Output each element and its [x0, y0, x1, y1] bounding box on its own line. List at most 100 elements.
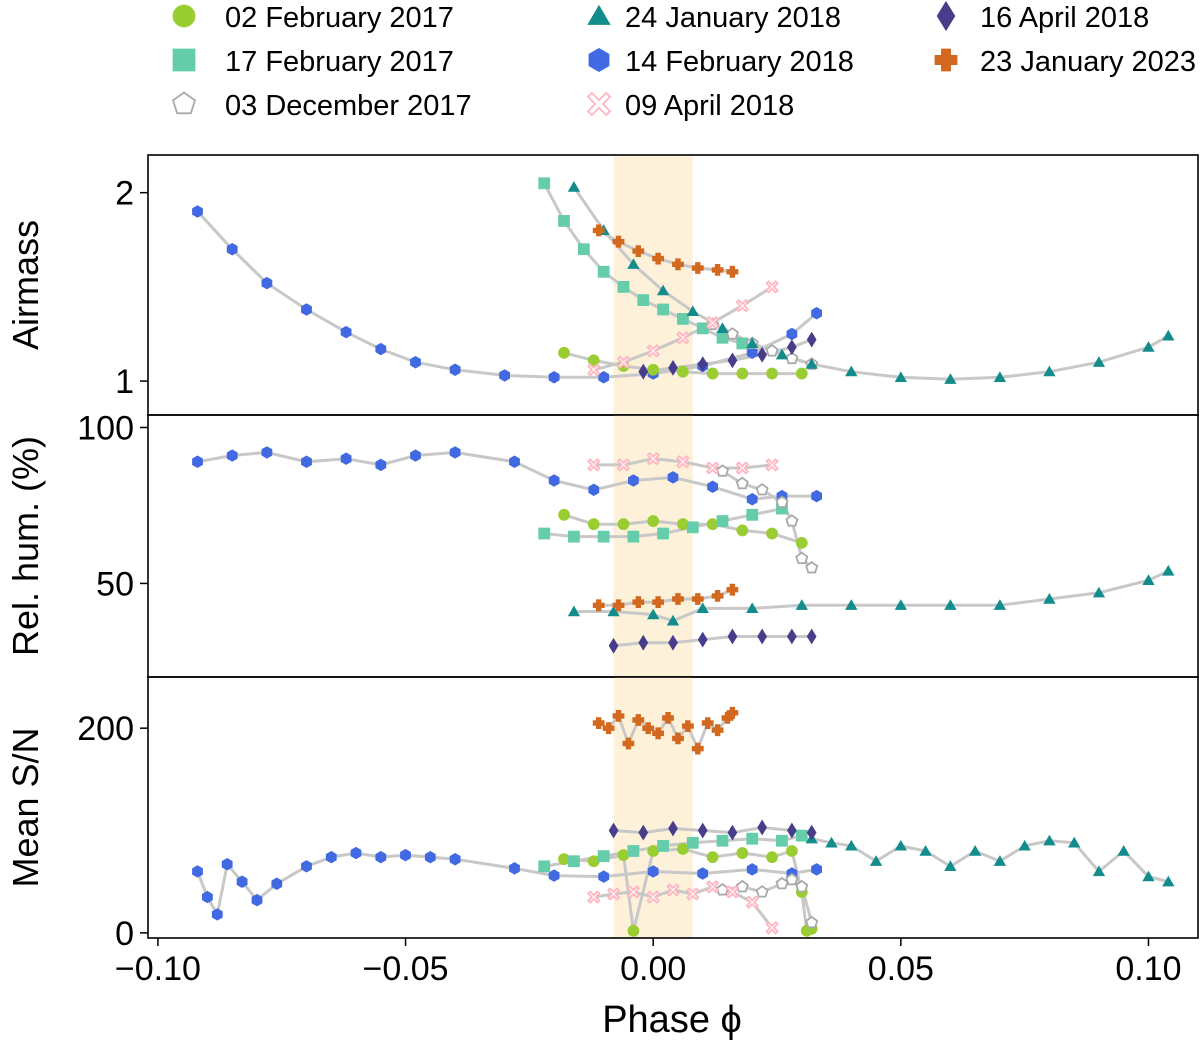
data-point	[786, 822, 797, 839]
series-line	[613, 635, 812, 648]
data-point	[1092, 586, 1106, 598]
legend-marker	[172, 4, 196, 28]
x-axis-label: Phase ϕ	[602, 999, 742, 1041]
data-point	[647, 608, 660, 620]
data-point	[697, 631, 708, 648]
data-point	[657, 303, 669, 316]
data-point	[668, 634, 678, 651]
data-point	[686, 887, 700, 901]
data-point	[1162, 875, 1175, 887]
legend-label: 16 April 2018	[980, 2, 1149, 34]
data-point	[597, 265, 610, 278]
data-point	[509, 455, 520, 469]
data-point	[622, 737, 635, 750]
data-point	[686, 305, 699, 317]
data-point	[727, 352, 738, 369]
data-point	[845, 839, 858, 851]
data-point	[616, 355, 631, 369]
y-axis-label: Rel. hum. (%)	[5, 436, 46, 656]
data-point	[646, 344, 660, 358]
x-axis: −0.10 −0.05 0.00 0.05 0.10	[115, 938, 1182, 988]
data-point	[726, 583, 739, 596]
data-point	[766, 367, 778, 380]
data-point	[735, 476, 749, 490]
panels: 1 2 Airmass 50 100 Rel. hum. (%) 0 200 Mean S/N	[5, 154, 1199, 953]
data-point	[746, 337, 759, 349]
data-point	[677, 518, 689, 531]
data-point	[736, 524, 749, 537]
data-point	[993, 371, 1007, 383]
data-point	[226, 449, 238, 462]
data-point	[746, 602, 759, 613]
data-point	[697, 356, 708, 373]
data-point	[652, 252, 664, 265]
data-point	[993, 855, 1007, 866]
data-point	[811, 489, 822, 503]
data-point	[746, 346, 758, 360]
data-point	[587, 855, 600, 868]
data-point	[375, 850, 387, 864]
series-line	[593, 885, 774, 929]
data-point	[652, 596, 664, 608]
data-point	[592, 224, 605, 237]
data-point	[672, 732, 684, 745]
panel: 50 100 Rel. hum. (%)	[5, 409, 1199, 678]
data-point	[736, 337, 749, 350]
data-point	[587, 890, 601, 904]
data-point	[608, 822, 619, 839]
data-point	[662, 712, 674, 724]
legend-marker	[936, 0, 956, 32]
legend-label: 14 February 2018	[625, 46, 854, 78]
data-point	[261, 276, 273, 290]
legend-marker	[588, 48, 610, 72]
data-point	[592, 599, 605, 612]
data-point	[765, 344, 779, 357]
data-point	[1142, 870, 1155, 882]
data-point	[449, 446, 461, 459]
legend-label: 17 February 2017	[225, 46, 454, 78]
data-point	[657, 527, 669, 540]
data-point	[711, 263, 724, 276]
data-point	[548, 371, 560, 384]
data-point	[627, 845, 640, 857]
data-point	[657, 839, 669, 852]
data-point	[697, 867, 709, 880]
legend-label: 03 December 2017	[225, 90, 472, 122]
data-point	[666, 614, 680, 626]
data-point	[646, 451, 660, 466]
data-point	[735, 298, 750, 313]
data-point	[745, 895, 759, 909]
data-point	[632, 245, 645, 258]
data-point	[894, 599, 907, 610]
data-point	[617, 518, 630, 531]
data-point	[715, 882, 730, 896]
data-point	[766, 851, 778, 864]
data-point	[672, 258, 684, 271]
data-point	[567, 605, 581, 617]
data-point	[757, 819, 768, 836]
data-point	[612, 235, 625, 248]
data-point	[538, 860, 551, 873]
data-point	[608, 637, 619, 654]
data-point	[776, 834, 788, 847]
data-point	[696, 602, 709, 613]
data-point	[775, 348, 789, 360]
data-point	[701, 717, 714, 729]
data-point	[449, 852, 461, 866]
data-point	[716, 322, 729, 334]
data-point	[775, 495, 789, 508]
data-point	[894, 839, 907, 851]
data-point	[677, 843, 689, 855]
y-tick-label: 200	[77, 710, 134, 748]
series-line	[196, 851, 817, 919]
data-point	[686, 836, 699, 849]
data-point	[944, 373, 957, 384]
data-point	[716, 515, 729, 527]
data-point	[746, 863, 758, 876]
data-point	[638, 824, 649, 841]
data-point	[192, 205, 203, 218]
data-point	[795, 879, 809, 893]
data-point	[656, 284, 670, 296]
data-point	[632, 596, 645, 608]
data-point	[617, 280, 630, 293]
